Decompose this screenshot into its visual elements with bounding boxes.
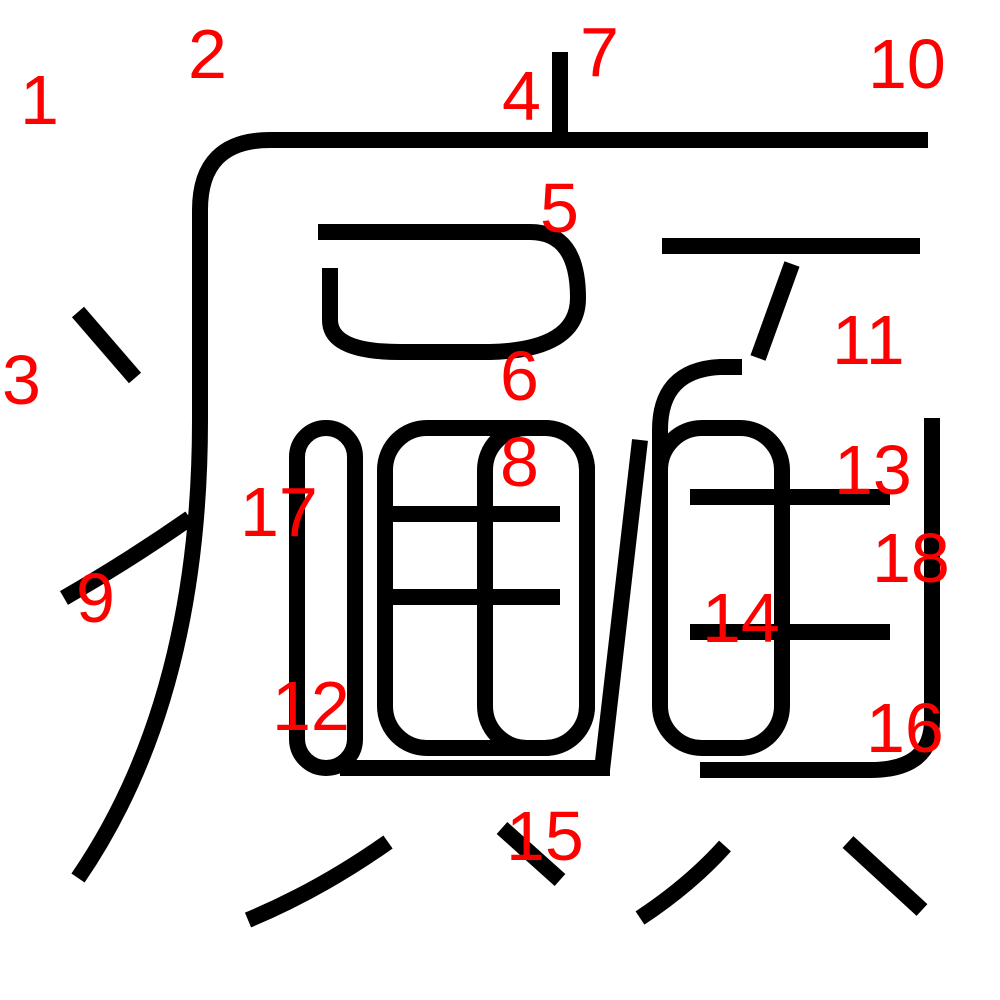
stroke-bottom-dot-2 xyxy=(496,822,566,886)
stroke-number-label: 13 xyxy=(834,431,912,509)
stroke-right-vertical xyxy=(700,418,940,778)
stroke-number-label: 6 xyxy=(500,337,539,415)
stroke-number-label: 12 xyxy=(272,667,350,745)
stroke-center-diagonal xyxy=(594,439,648,771)
stroke-number-label: 18 xyxy=(872,519,950,597)
stroke-number-label: 11 xyxy=(832,301,905,379)
stroke-number-label: 9 xyxy=(76,559,115,637)
stroke-number-label: 14 xyxy=(702,579,780,657)
stroke-number-label: 2 xyxy=(188,15,227,93)
stroke-right-box xyxy=(652,420,790,756)
stroke-upper-hook xyxy=(318,224,586,360)
stroke-left-dot xyxy=(71,306,142,384)
strokes xyxy=(60,52,940,928)
stroke-left-loop xyxy=(289,420,363,776)
stroke-right-curve xyxy=(652,359,742,700)
stroke-number-label: 5 xyxy=(540,169,579,247)
stroke-bottom-dot-3 xyxy=(635,840,731,925)
stroke-number-label: 7 xyxy=(580,13,619,91)
stroke-number-label: 4 xyxy=(502,57,541,135)
stroke-number-label: 17 xyxy=(240,473,318,551)
stroke-short-diagonal xyxy=(750,261,800,361)
stroke-number-label: 10 xyxy=(868,25,946,103)
stroke-number-labels: 1 2 3 4 5 6 7 8 9 10 11 12 13 14 15 16 1… xyxy=(2,13,950,875)
stroke-inner-loop xyxy=(477,420,595,756)
stroke-number-label: 3 xyxy=(2,341,41,419)
stroke-bottom-dot-1 xyxy=(244,835,393,928)
stroke-bottom-dot-4 xyxy=(842,836,928,916)
stroke-roof-top xyxy=(71,132,928,883)
stroke-number-label: 1 xyxy=(20,61,59,139)
stroke-number-label: 15 xyxy=(506,797,584,875)
stroke-left-flick xyxy=(60,511,195,605)
stroke-number-label: 16 xyxy=(866,689,944,767)
stroke-number-label: 8 xyxy=(500,423,539,501)
